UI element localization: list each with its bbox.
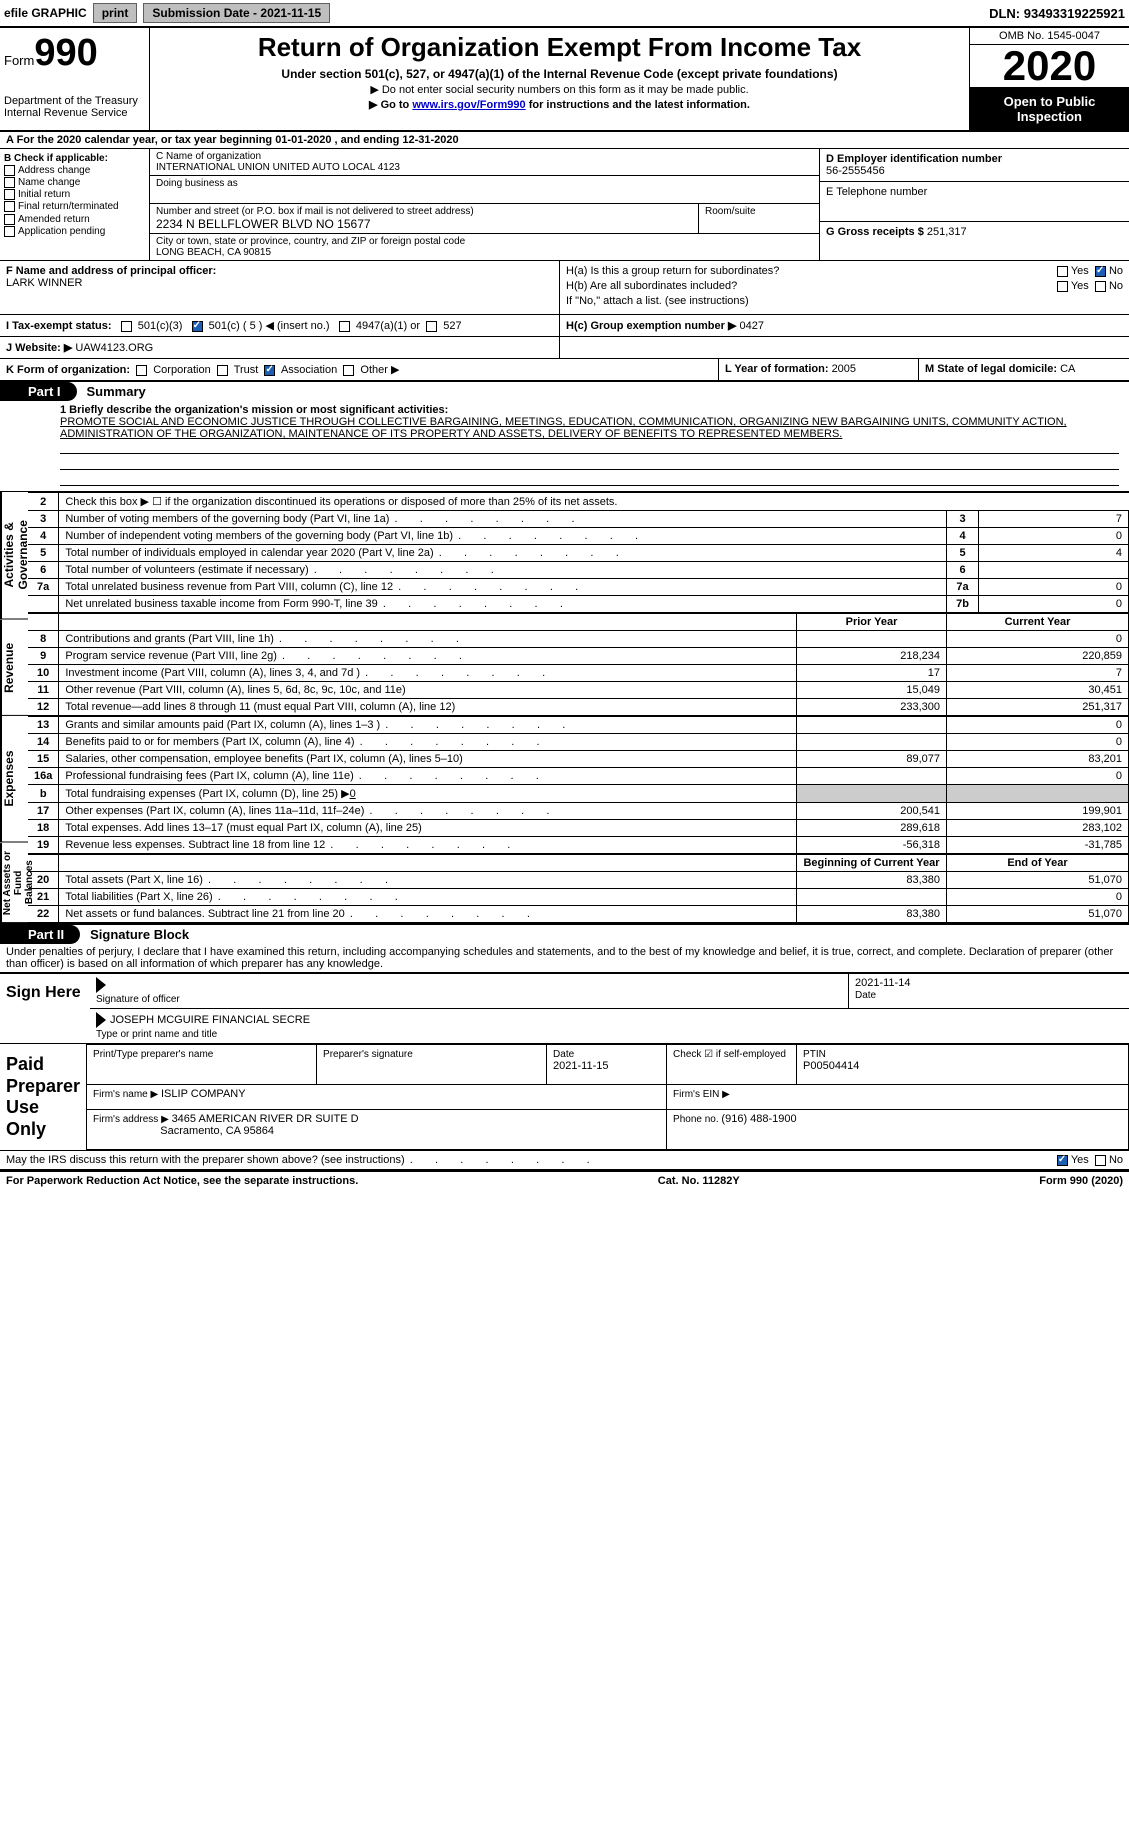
vtab-expenses: Expenses: [0, 715, 28, 843]
ha-no-checkbox[interactable]: [1095, 266, 1106, 277]
dept-treasury: Department of the Treasury: [4, 95, 145, 107]
page-footer: For Paperwork Reduction Act Notice, see …: [0, 1171, 1129, 1190]
top-toolbar: efile GRAPHIC print Submission Date - 20…: [0, 0, 1129, 28]
principal-officer-name: LARK WINNER: [6, 277, 82, 289]
phone-label: E Telephone number: [826, 186, 927, 198]
sign-here-label: Sign Here: [0, 974, 90, 1043]
form-header: Form990 Department of the Treasury Inter…: [0, 28, 1129, 132]
discuss-no-checkbox[interactable]: [1095, 1155, 1106, 1166]
tax-year: 2020: [970, 45, 1129, 88]
hc-value: 0427: [739, 320, 763, 332]
check-if-applicable: B Check if applicable: Address change Na…: [0, 149, 150, 260]
officer-group-section: F Name and address of principal officer:…: [0, 261, 1129, 315]
part1-table: 2Check this box ▶ ☐ if the organization …: [28, 492, 1129, 923]
sig-date: 2021-11-14: [855, 977, 910, 989]
discuss-yes-checkbox[interactable]: [1057, 1155, 1068, 1166]
org-info-section: B Check if applicable: Address change Na…: [0, 149, 1129, 261]
checkbox-name[interactable]: [4, 177, 15, 188]
paid-preparer-label: Paid Preparer Use Only: [0, 1044, 86, 1150]
tax-exempt-row: I Tax-exempt status: 501(c)(3) 501(c) ( …: [0, 315, 1129, 337]
hb-no-checkbox[interactable]: [1095, 281, 1106, 292]
irs-label: Internal Revenue Service: [4, 107, 145, 119]
checkbox-address[interactable]: [4, 165, 15, 176]
principal-officer-label: F Name and address of principal officer:: [6, 265, 216, 277]
ssn-note: ▶ Do not enter social security numbers o…: [158, 83, 961, 96]
irs-link[interactable]: www.irs.gov/Form990: [412, 99, 525, 111]
vtab-activities: Activities & Governance: [0, 492, 28, 620]
preparer-table: Print/Type preparer's name Preparer's si…: [86, 1044, 1129, 1150]
org-name-label: C Name of organization: [156, 151, 813, 162]
triangle-icon: [96, 977, 106, 993]
firm-address: 3465 AMERICAN RIVER DR SUITE D: [172, 1113, 359, 1125]
form-ref: Form 990 (2020): [1039, 1175, 1123, 1187]
checkbox-amended[interactable]: [4, 214, 15, 225]
vtab-revenue: Revenue: [0, 620, 28, 716]
website-row: J Website: ▶ UAW4123.ORG: [0, 337, 1129, 359]
ptin-value: P00504414: [803, 1060, 859, 1072]
officer-name-title: JOSEPH MCGUIRE FINANCIAL SECRE: [110, 1014, 310, 1026]
city-state-zip: LONG BEACH, CA 90815: [156, 247, 813, 258]
ein-value: 56-2555456: [826, 165, 885, 177]
ein-label: D Employer identification number: [826, 153, 1002, 165]
firm-phone: (916) 488-1900: [721, 1113, 796, 1125]
hc-label: H(c) Group exemption number ▶: [566, 320, 739, 332]
trust-checkbox[interactable]: [217, 365, 228, 376]
perjury-declaration: Under penalties of perjury, I declare th…: [0, 944, 1129, 972]
org-name: INTERNATIONAL UNION UNITED AUTO LOCAL 41…: [156, 162, 813, 173]
vtab-netassets: Net Assets or Fund Balances: [0, 843, 28, 923]
hb-yes-checkbox[interactable]: [1057, 281, 1068, 292]
part1-header: Part I Summary: [0, 382, 1129, 401]
triangle-icon: [96, 1012, 106, 1028]
mission-text: PROMOTE SOCIAL AND ECONOMIC JUSTICE THRO…: [60, 416, 1119, 440]
checkbox-application[interactable]: [4, 226, 15, 237]
mission-block: 1 Briefly describe the organization's mi…: [0, 401, 1129, 492]
gross-receipts-label: G Gross receipts $: [826, 226, 927, 238]
open-to-public: Open to Public Inspection: [970, 88, 1129, 130]
print-button[interactable]: print: [93, 3, 138, 23]
ha-yes-checkbox[interactable]: [1057, 266, 1068, 277]
form-number: Form990: [4, 32, 145, 75]
checkbox -initial[interactable]: [4, 189, 15, 200]
dln: DLN: 93493319225921: [989, 6, 1125, 21]
street-address: 2234 N BELLFLOWER BLVD NO 15677: [156, 217, 692, 231]
pra-notice: For Paperwork Reduction Act Notice, see …: [6, 1175, 358, 1187]
assoc-checkbox[interactable]: [264, 365, 275, 376]
efile-label: efile GRAPHIC: [4, 6, 87, 20]
website-value: UAW4123.ORG: [75, 342, 153, 354]
state-domicile: CA: [1060, 363, 1075, 375]
gross-receipts-value: 251,317: [927, 226, 967, 238]
501c-checkbox[interactable]: [192, 321, 203, 332]
form-title: Return of Organization Exempt From Incom…: [158, 32, 961, 63]
cat-no: Cat. No. 11282Y: [658, 1175, 740, 1187]
city-label: City or town, state or province, country…: [156, 236, 813, 247]
hb-label: H(b) Are all subordinates included?: [566, 280, 737, 292]
checkbox-final[interactable]: [4, 201, 15, 212]
part1-body: Activities & Governance Revenue Expenses…: [0, 492, 1129, 923]
527-checkbox[interactable]: [426, 321, 437, 332]
form-subtitle: Under section 501(c), 527, or 4947(a)(1)…: [158, 67, 961, 81]
year-formation: 2005: [832, 363, 856, 375]
hb-note: If "No," attach a list. (see instruction…: [566, 295, 1123, 307]
submission-date: Submission Date - 2021-11-15: [143, 3, 330, 23]
ha-label: H(a) Is this a group return for subordin…: [566, 265, 779, 277]
may-discuss-row: May the IRS discuss this return with the…: [0, 1151, 1129, 1171]
form-org-row: K Form of organization: Corporation Trus…: [0, 359, 1129, 382]
firm-name: ISLIP COMPANY: [161, 1088, 246, 1100]
other-checkbox[interactable]: [343, 365, 354, 376]
signature-block: Sign Here Signature of officer 2021-11-1…: [0, 972, 1129, 1171]
4947-checkbox[interactable]: [339, 321, 350, 332]
corp-checkbox[interactable]: [136, 365, 147, 376]
room-label: Room/suite: [705, 206, 813, 217]
street-label: Number and street (or P.O. box if mail i…: [156, 206, 692, 217]
instructions-link-row: ▶ Go to www.irs.gov/Form990 for instruct…: [158, 98, 961, 111]
501c3-checkbox[interactable]: [121, 321, 132, 332]
tax-year-row: A For the 2020 calendar year, or tax yea…: [0, 132, 1129, 149]
dba-label: Doing business as: [156, 178, 813, 189]
part2-header: Part II Signature Block: [0, 923, 1129, 944]
